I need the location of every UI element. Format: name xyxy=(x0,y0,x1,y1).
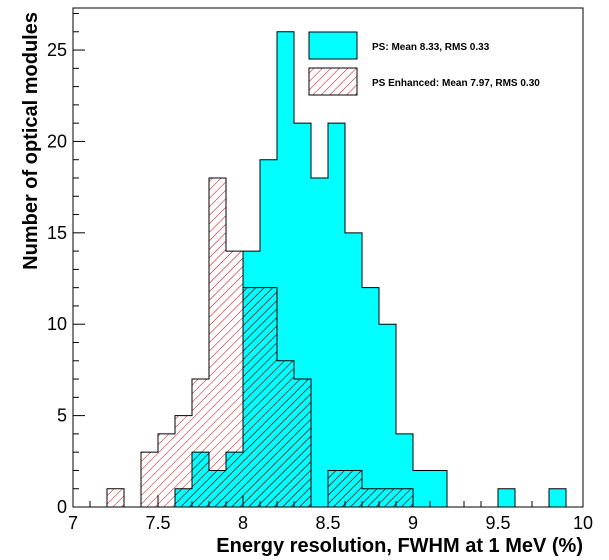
y-axis-tick-labels: 0 5 10 15 20 25 xyxy=(47,40,67,517)
x-axis-ticks xyxy=(72,495,584,507)
ps-histogram-bar xyxy=(413,470,430,507)
ps-enhanced-histogram-bar xyxy=(175,415,192,507)
ps-enhanced-histogram-bar xyxy=(158,433,175,507)
overlap-hatch-bar xyxy=(328,470,345,507)
overlap-hatch-bar xyxy=(396,488,413,507)
bars-layer xyxy=(107,31,566,508)
y-axis-title: Number of optical modules xyxy=(20,12,42,270)
ps-histogram-bar xyxy=(549,488,566,507)
overlap-hatch-bar xyxy=(345,470,362,507)
y-tick-label: 5 xyxy=(57,406,67,426)
x-tick-label: 10 xyxy=(573,513,593,533)
x-tick-label: 8.5 xyxy=(315,513,340,533)
legend: PS: Mean 8.33, RMS 0.33 PS Enhanced: Mean… xyxy=(308,31,540,96)
y-tick-label: 20 xyxy=(47,131,67,151)
overlap-hatch-bar xyxy=(209,470,226,507)
ps-enhanced-histogram-outline xyxy=(106,177,414,508)
x-tick-label: 9.5 xyxy=(485,513,510,533)
overlap-hatch-bar xyxy=(226,452,243,507)
y-tick-label: 0 xyxy=(57,497,67,517)
ps-histogram-bar xyxy=(328,123,345,508)
x-axis-title: Energy resolution, FWHM at 1 MeV (%) xyxy=(216,535,583,557)
legend-swatch-ps xyxy=(308,31,358,60)
ps-histogram-bar xyxy=(311,177,328,507)
ps-enhanced-histogram-bar xyxy=(226,251,243,507)
overlap-hatch-bar xyxy=(294,379,311,507)
overlap-hatch-bar xyxy=(379,488,396,507)
ps-histogram-bar xyxy=(430,470,447,507)
y-axis-ticks xyxy=(73,12,85,508)
ps-enhanced-histogram-bar xyxy=(209,177,226,507)
x-tick-label: 7 xyxy=(68,513,78,533)
ps-histogram-bar xyxy=(362,287,379,507)
x-tick-label: 9 xyxy=(408,513,418,533)
ps-enhanced-histogram-bar xyxy=(141,452,158,507)
overlap-hatch-bar xyxy=(175,488,192,507)
x-tick-label: 7.5 xyxy=(145,513,170,533)
ps-histogram-bar xyxy=(379,324,396,507)
overlap-hatch-bar xyxy=(260,287,277,507)
overlap-hatch-bar xyxy=(362,488,379,507)
legend-label-ps-enhanced: PS Enhanced: Mean 7.97, RMS 0.30 xyxy=(372,78,540,89)
ps-histogram-outline xyxy=(174,31,567,508)
overlap-hatch-bar xyxy=(192,452,209,507)
y-tick-label: 25 xyxy=(47,40,67,60)
overlap-hatch-bar xyxy=(243,287,260,507)
legend-label-ps: PS: Mean 8.33, RMS 0.33 xyxy=(372,42,490,53)
overlap-layer xyxy=(175,287,413,507)
ps-histogram-bar xyxy=(498,488,515,507)
overlap-hatch-bar xyxy=(277,360,294,507)
legend-swatch-ps-enhanced xyxy=(308,67,358,96)
ps-enhanced-histogram-bar xyxy=(107,488,124,507)
ps-histogram-bar xyxy=(345,232,362,508)
x-axis-tick-labels: 7 7.5 8 8.5 9 9.5 10 xyxy=(68,513,593,533)
outline-layer xyxy=(106,31,567,508)
y-tick-label: 10 xyxy=(47,314,67,334)
y-tick-label: 15 xyxy=(47,223,67,243)
x-tick-label: 8 xyxy=(238,513,248,533)
